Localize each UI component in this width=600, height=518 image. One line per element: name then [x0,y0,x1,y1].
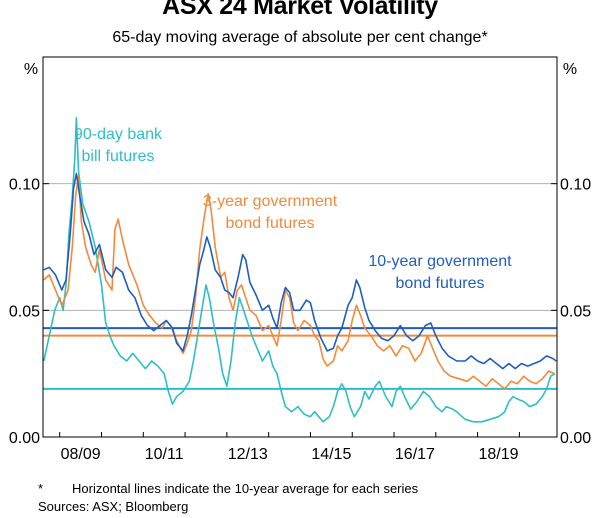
series-line [43,172,557,370]
y-tick-label-left: 0.00 [9,430,40,447]
series-label: 90-day bank [74,126,163,143]
footnote-marker: * [38,481,44,496]
y-tick-label-right: 0.00 [560,430,591,447]
chart-title: ASX 24 Market Volatility [162,0,438,20]
chart-subtitle: 65-day moving average of absolute per ce… [112,29,488,46]
x-tick-label: 18/19 [478,446,518,463]
series-label: bond futures [396,275,485,292]
y-unit-right: % [563,61,577,78]
y-tick-label-left: 0.10 [9,177,40,194]
y-tick-label-right: 0.05 [560,303,591,320]
average-lines [43,327,557,390]
series-label: 3-year government [203,193,338,210]
y-unit-left: % [24,61,38,78]
series-label: bond futures [226,215,315,232]
series-line [43,175,556,390]
plot-frame [42,56,558,438]
line-chart: 0.00 0.00 0.05 0.05 0.10 0.10% % 08/09 10/11 12/1… [9,56,591,463]
footnote: Horizontal lines indicate the 10-year av… [72,481,419,496]
series-lines [43,117,557,423]
x-tick-label: 14/15 [311,446,351,463]
x-tick-label: 08/09 [61,446,101,463]
x-tick-label: 12/13 [228,446,268,463]
series-line [43,117,556,423]
y-tick-label-right: 0.10 [560,177,591,194]
series-label: 10-year government [368,253,512,270]
series-labels: 90-day bank bill futures 3-year government… [74,126,512,292]
axis-ticks [43,183,557,438]
axis-labels: 0.00 0.00 0.05 0.05 0.10 0.10% % 08/09 10/11 12/1… [9,61,591,463]
x-tick-label: 16/17 [395,446,435,463]
y-tick-label-left: 0.05 [9,303,40,320]
x-tick-label: 10/11 [145,446,184,463]
series-label: bill futures [82,148,155,165]
sources: Sources: ASX; Bloomberg [38,499,189,514]
